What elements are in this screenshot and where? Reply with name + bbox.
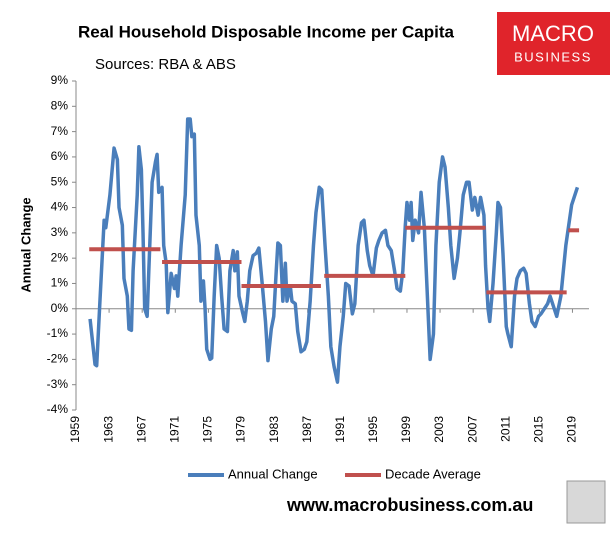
x-tick-label: 1987 [300, 416, 314, 443]
legend-label: Decade Average [385, 466, 481, 481]
data-line [88, 117, 580, 384]
y-tick-label: 8% [51, 98, 69, 112]
x-tick-label: 1959 [68, 416, 82, 443]
x-tick-label: 2003 [432, 416, 446, 443]
x-tick-label: 1995 [366, 416, 380, 443]
x-tick-label: 1983 [267, 416, 281, 443]
logo-box [497, 12, 610, 75]
y-tick-label: 2% [51, 250, 69, 264]
y-tick-label: 1% [51, 276, 69, 290]
x-tick-label: 1971 [167, 416, 181, 443]
y-tick-label: -1% [47, 326, 69, 340]
y-tick-label: 4% [51, 200, 69, 214]
x-tick-label: 2011 [498, 416, 512, 442]
logo-text: MACRO [512, 21, 594, 46]
y-tick-label: 5% [51, 174, 69, 188]
x-tick-label: 1979 [234, 416, 248, 443]
y-tick-label: 6% [51, 149, 69, 163]
x-tick-label: 2007 [465, 416, 479, 443]
y-axis-title: Annual Change [18, 197, 33, 292]
x-tick-label: 2015 [532, 416, 546, 443]
y-tick-label: -2% [47, 352, 69, 366]
y-tick-label: 0% [51, 301, 69, 315]
x-tick-label: 2019 [565, 416, 579, 443]
chart-title: Real Household Disposable Income per Cap… [78, 22, 455, 41]
y-tick-label: -3% [47, 377, 69, 391]
x-tick-label: 1975 [201, 416, 215, 443]
chart-subtitle: Sources: RBA & ABS [95, 56, 236, 73]
x-tick-label: 1963 [101, 416, 115, 443]
legend-label: Annual Change [228, 466, 318, 481]
y-tick-label: -4% [47, 402, 69, 416]
x-tick-label: 1991 [333, 416, 347, 443]
y-tick-label: 7% [51, 124, 69, 138]
wolf-logo [566, 480, 606, 524]
y-tick-label: 9% [51, 73, 69, 87]
x-tick-label: 1967 [134, 416, 148, 443]
x-tick-label: 1999 [399, 416, 413, 443]
y-tick-label: 3% [51, 225, 69, 239]
logo-text: BUSINESS [514, 49, 592, 64]
website-url: www.macrobusiness.com.au [286, 495, 533, 515]
